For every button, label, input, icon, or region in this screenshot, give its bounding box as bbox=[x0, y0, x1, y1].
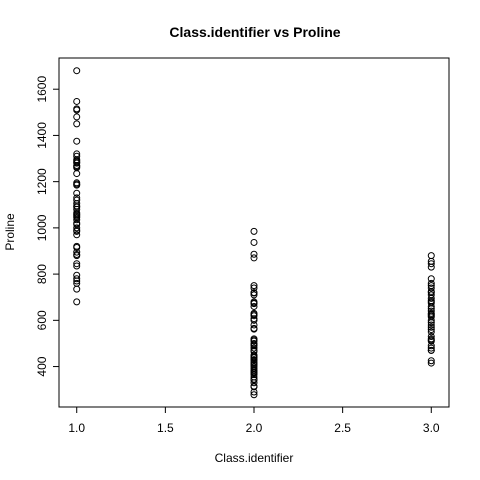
data-point bbox=[427, 344, 435, 352]
data-point bbox=[250, 371, 258, 379]
data-point bbox=[73, 260, 81, 268]
data-point bbox=[427, 357, 435, 365]
data-point bbox=[250, 316, 258, 324]
data-point bbox=[250, 300, 258, 308]
data-point bbox=[427, 333, 435, 341]
data-point bbox=[427, 294, 435, 302]
data-point bbox=[73, 106, 81, 114]
x-axis: 1.0 1.5 2.0 2.5 3.0 bbox=[68, 407, 440, 435]
data-point bbox=[427, 342, 435, 350]
y-tick-label: 400 bbox=[35, 356, 49, 376]
data-point bbox=[73, 224, 81, 232]
data-point bbox=[73, 170, 81, 178]
data-point bbox=[250, 344, 258, 352]
data-point bbox=[73, 285, 81, 293]
data-point bbox=[73, 252, 81, 260]
data-point bbox=[73, 244, 81, 252]
data-point bbox=[427, 337, 435, 345]
y-tick-label: 800 bbox=[35, 264, 49, 284]
data-point bbox=[73, 120, 81, 128]
y-tick-label: 1000 bbox=[35, 214, 49, 241]
data-point bbox=[427, 316, 435, 324]
data-point bbox=[250, 391, 258, 399]
data-points bbox=[73, 67, 435, 399]
x-tick-label: 2.0 bbox=[246, 421, 263, 435]
data-point bbox=[73, 97, 81, 105]
data-point bbox=[73, 181, 81, 189]
x-tick-label: 3.0 bbox=[423, 421, 440, 435]
y-axis-label: Proline bbox=[3, 213, 17, 251]
x-tick-label: 1.5 bbox=[157, 421, 174, 435]
data-point bbox=[73, 277, 81, 285]
data-point bbox=[427, 326, 435, 334]
data-point bbox=[73, 231, 81, 239]
data-point bbox=[427, 263, 435, 271]
data-point bbox=[427, 359, 435, 367]
data-point bbox=[427, 279, 435, 287]
data-point bbox=[250, 284, 258, 292]
data-point bbox=[427, 323, 435, 331]
data-point bbox=[250, 250, 258, 258]
data-point bbox=[250, 302, 258, 310]
data-point bbox=[250, 238, 258, 246]
data-point bbox=[427, 252, 435, 260]
data-point bbox=[427, 346, 435, 354]
data-point bbox=[250, 388, 258, 396]
data-point bbox=[73, 159, 81, 167]
data-point bbox=[73, 298, 81, 306]
chart-title: Class.identifier vs Proline bbox=[169, 24, 340, 40]
data-point bbox=[73, 262, 81, 270]
data-point bbox=[250, 291, 258, 299]
y-axis: 400 600 800 1000 1200 1400 1600 bbox=[35, 76, 59, 377]
data-point bbox=[73, 189, 81, 197]
data-point bbox=[427, 321, 435, 329]
data-point bbox=[250, 227, 258, 235]
data-point bbox=[73, 227, 81, 235]
data-point bbox=[73, 137, 81, 145]
data-point bbox=[250, 312, 258, 320]
data-point bbox=[73, 248, 81, 256]
y-tick-label: 1600 bbox=[35, 76, 49, 103]
data-point bbox=[427, 319, 435, 327]
data-point bbox=[73, 275, 81, 283]
data-point bbox=[250, 383, 258, 391]
y-tick-label: 600 bbox=[35, 310, 49, 330]
data-point bbox=[73, 67, 81, 75]
data-point bbox=[250, 254, 258, 262]
data-point bbox=[250, 282, 258, 290]
data-point bbox=[427, 284, 435, 292]
data-point bbox=[250, 337, 258, 345]
data-point bbox=[427, 302, 435, 310]
data-point bbox=[427, 328, 435, 336]
data-point bbox=[250, 289, 258, 297]
data-point bbox=[427, 260, 435, 268]
x-tick-label: 1.0 bbox=[68, 421, 85, 435]
data-point bbox=[73, 216, 81, 224]
y-tick-label: 1400 bbox=[35, 122, 49, 149]
data-point bbox=[73, 113, 81, 121]
data-point bbox=[250, 379, 258, 387]
data-point bbox=[427, 275, 435, 283]
data-point bbox=[250, 325, 258, 333]
x-tick-label: 2.5 bbox=[334, 421, 351, 435]
y-tick-label: 1200 bbox=[35, 168, 49, 195]
data-point bbox=[250, 321, 258, 329]
x-axis-label: Class.identifier bbox=[215, 451, 294, 465]
